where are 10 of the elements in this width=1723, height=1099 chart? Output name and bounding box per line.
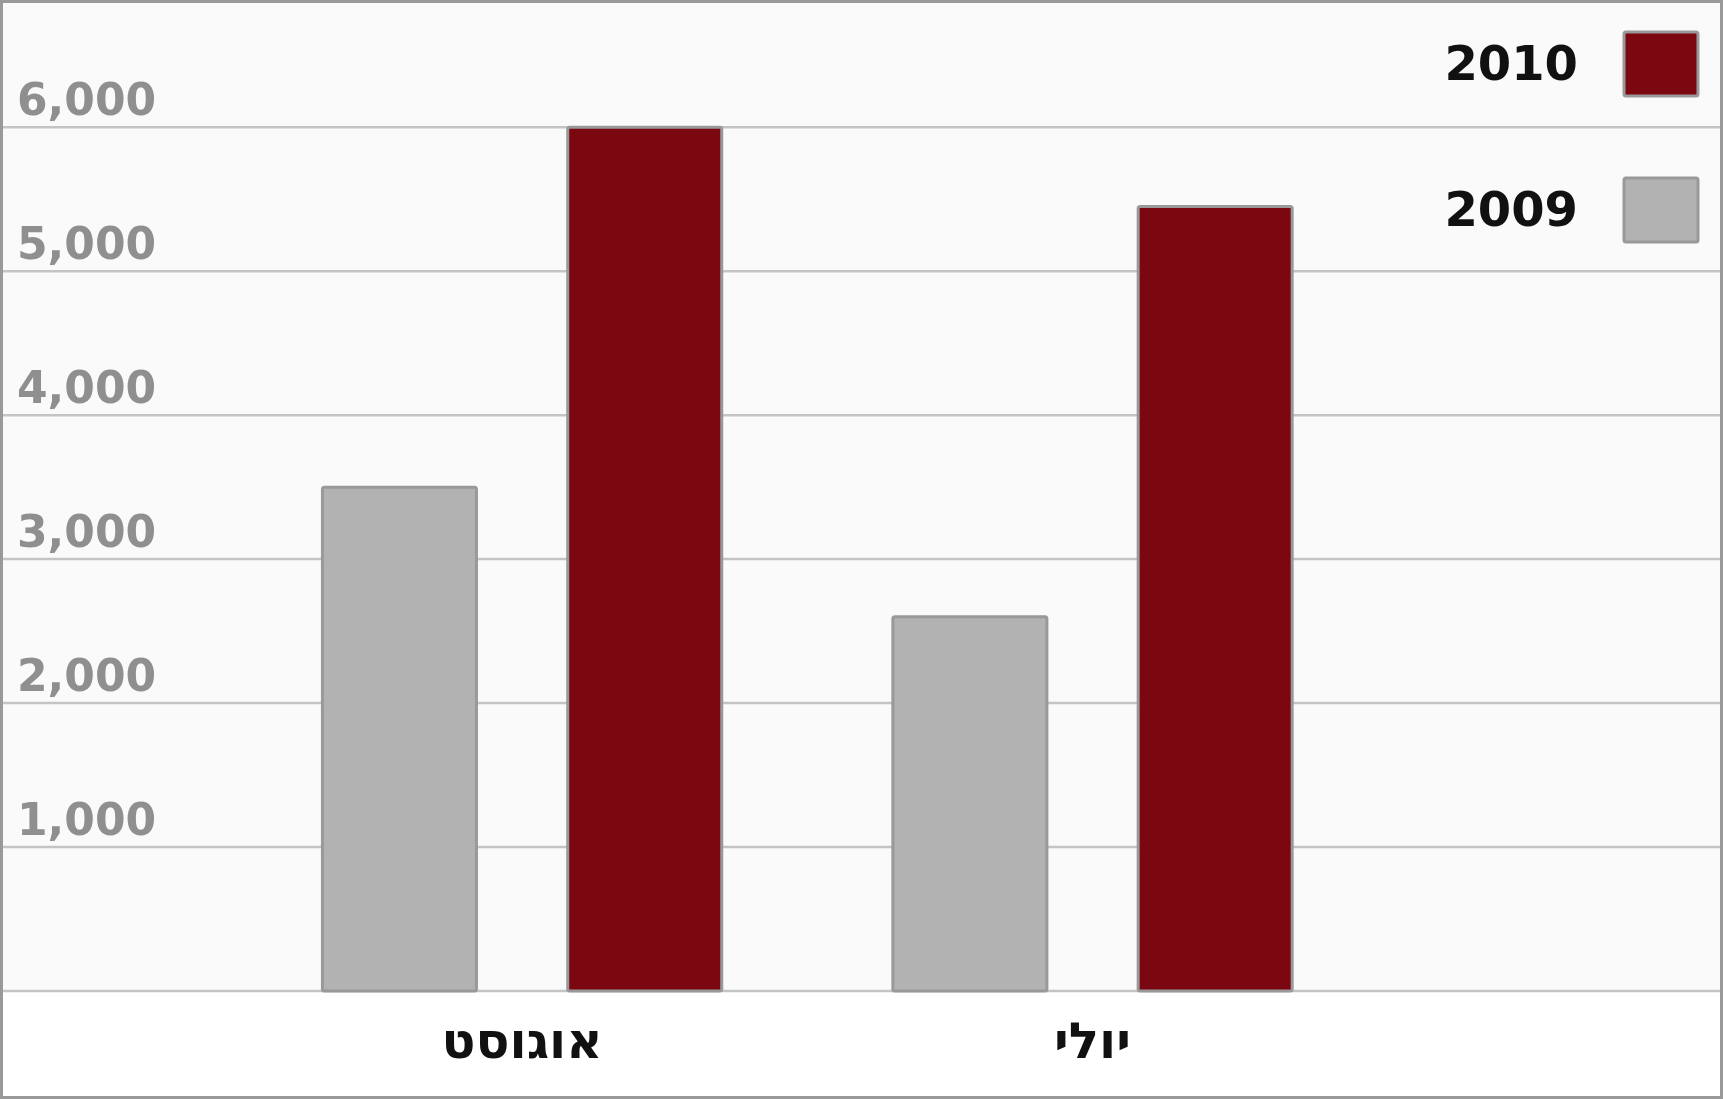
y-tick-label: 6,000 — [17, 74, 157, 126]
y-tick-label: 3,000 — [17, 506, 157, 558]
y-tick-label: 5,000 — [17, 218, 157, 270]
y-tick-label: 2,000 — [17, 650, 157, 702]
legend-label: 2010 — [1444, 35, 1578, 91]
y-tick-label: 1,000 — [17, 794, 157, 846]
x-tick-label: יולי — [1054, 1012, 1131, 1070]
x-tick-label: אוגוסט — [441, 1012, 603, 1070]
legend-label: 2009 — [1444, 181, 1578, 237]
y-tick-label: 4,000 — [17, 362, 157, 414]
